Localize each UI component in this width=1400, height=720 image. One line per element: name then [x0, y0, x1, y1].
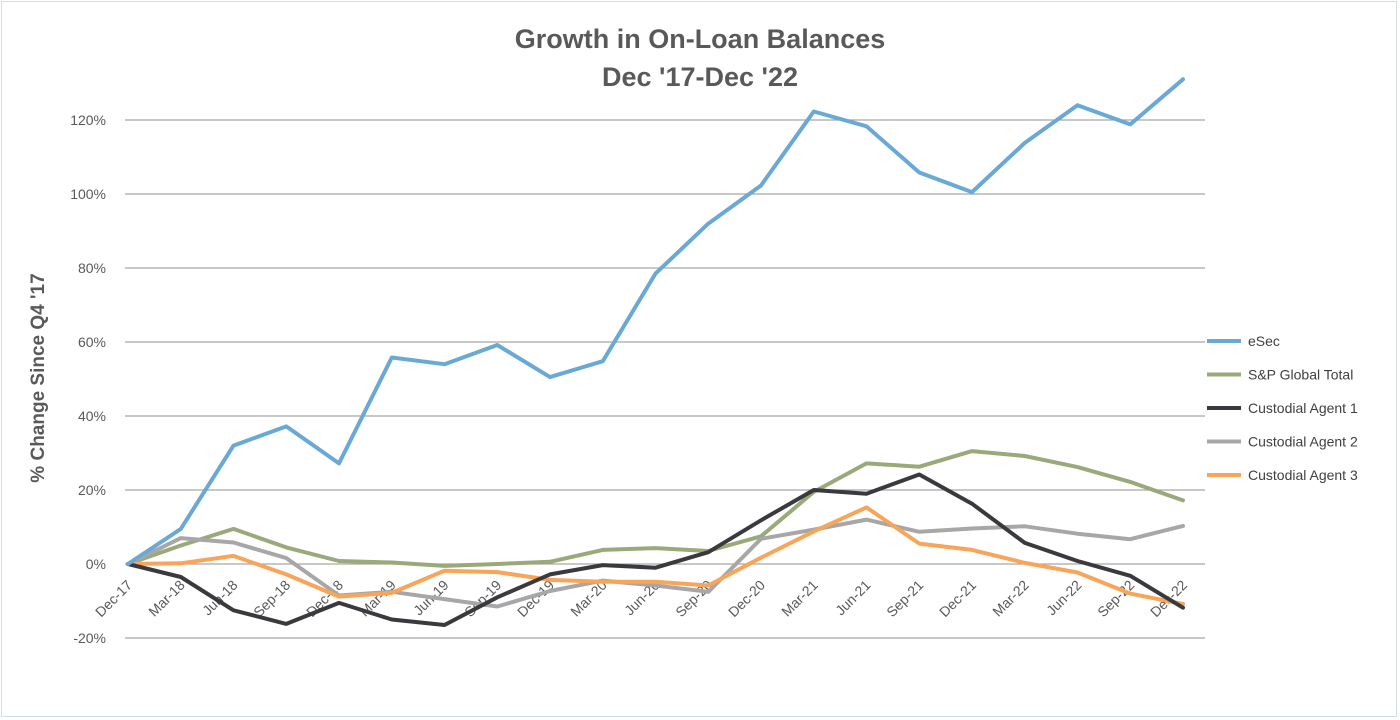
x-tick-label: Mar-18 [145, 577, 188, 620]
y-tick-labels: -20% 0% 20% 40% 60% 80% 100% 120% [70, 112, 106, 646]
legend-label: eSec [1248, 333, 1280, 349]
x-tick-label: Jun-22 [1043, 577, 1085, 619]
x-tick-label: Dec-20 [725, 577, 768, 620]
legend-label: Custodial Agent 1 [1248, 400, 1358, 416]
x-tick-label: Sep-21 [883, 577, 926, 620]
y-tick-label: 100% [70, 186, 106, 202]
legend-label: Custodial Agent 2 [1248, 434, 1358, 450]
series-line-custodial-agent-2 [126, 517, 1185, 609]
chart-title: Growth in On-Loan Balances [515, 24, 886, 54]
series-line-custodial-agent-1 [126, 472, 1185, 627]
y-tick-label: 120% [70, 112, 106, 128]
y-tick-label: 0% [86, 556, 106, 572]
y-axis-label: % Change Since Q4 '17 [28, 273, 49, 482]
x-tick-label: Mar-22 [989, 577, 1032, 620]
y-tick-label: -20% [73, 630, 106, 646]
x-tick-label: Jun-21 [832, 577, 874, 619]
x-tick-label: Dec-21 [936, 577, 979, 620]
x-tick-label: Dec-17 [92, 577, 135, 620]
legend-label: S&P Global Total [1248, 367, 1353, 383]
y-tick-label: 80% [78, 260, 106, 276]
series-line-custodial-agent-3 [126, 505, 1185, 606]
y-tick-label: 20% [78, 482, 106, 498]
y-tick-label: 40% [78, 408, 106, 424]
x-tick-label: Sep-18 [250, 577, 293, 620]
series-line-esec [126, 77, 1185, 566]
y-tick-label: 60% [78, 334, 106, 350]
legend: eSec S&P Global Total Custodial Agent 1 Cus… [1207, 333, 1358, 483]
legend-label: Custodial Agent 3 [1248, 467, 1358, 483]
series-line-s-p-global-total [126, 449, 1185, 568]
series-lines [126, 77, 1185, 627]
x-tick-label: Mar-21 [778, 577, 821, 620]
chart-subtitle: Dec '17-Dec '22 [602, 62, 798, 92]
